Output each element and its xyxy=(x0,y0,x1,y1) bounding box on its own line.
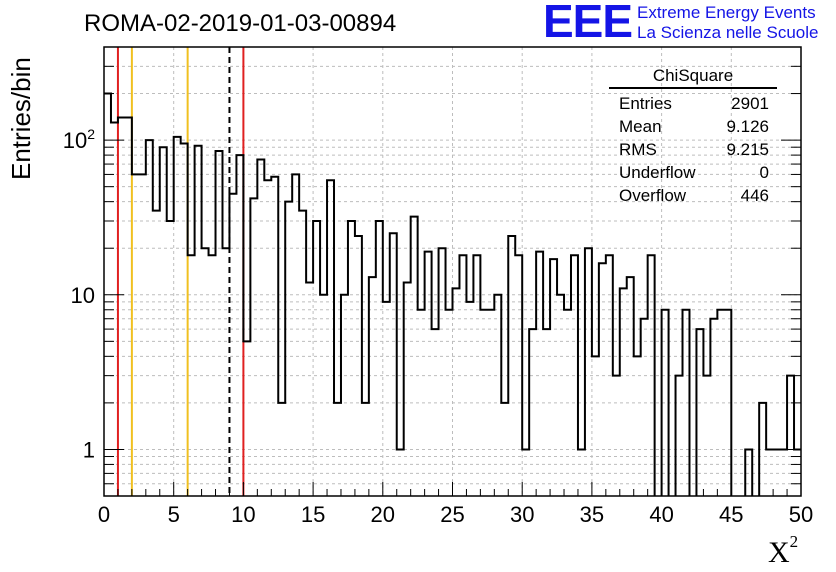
y-axis-label: Entries/bin xyxy=(6,57,36,180)
x-tick-labels: 0 5 10 15 20 25 30 35 40 45 50 xyxy=(98,502,813,527)
stats-value: 9.215 xyxy=(726,140,769,159)
x-tick-label: 0 xyxy=(98,502,110,527)
stats-label: Overflow xyxy=(619,186,687,205)
x-tick-label: 15 xyxy=(301,502,325,527)
x-tick-label: 10 xyxy=(231,502,255,527)
stats-box: ChiSquare Entries 2901 Mean 9.126 RMS 9.… xyxy=(609,66,777,207)
y-tick-label: 102 xyxy=(63,126,95,153)
stats-label: Entries xyxy=(619,94,672,113)
x-axis-label-superscript: 2 xyxy=(789,532,799,551)
logo-line-1: Extreme Energy Events xyxy=(637,3,816,22)
stats-label: Mean xyxy=(619,117,662,136)
stats-row-rms: RMS 9.215 xyxy=(609,138,777,161)
x-tick-label: 25 xyxy=(440,502,464,527)
stats-value: 9.126 xyxy=(726,117,769,136)
axis-ticks xyxy=(103,46,802,497)
stats-row-entries: Entries 2901 xyxy=(609,92,777,115)
x-tick-label: 40 xyxy=(649,502,673,527)
x-tick-label: 45 xyxy=(719,502,743,527)
logo-line-2: La Scienza nelle Scuole xyxy=(637,23,819,42)
reference-lines xyxy=(116,47,245,496)
x-axis-label: X2 xyxy=(768,532,798,570)
y-tick-label: 10 xyxy=(71,283,95,308)
stats-value: 0 xyxy=(759,163,769,182)
stats-value: 2901 xyxy=(731,94,769,113)
x-tick-label: 30 xyxy=(510,502,534,527)
stats-label: Underflow xyxy=(619,163,696,182)
x-tick-label: 50 xyxy=(789,502,813,527)
stats-label: RMS xyxy=(619,140,657,159)
stats-box-title: ChiSquare xyxy=(609,66,777,89)
stats-row-mean: Mean 9.126 xyxy=(609,115,777,138)
x-tick-label: 35 xyxy=(580,502,604,527)
x-tick-label: 20 xyxy=(371,502,395,527)
x-tick-label: 5 xyxy=(168,502,180,527)
y-tick-labels: 1 10 102 xyxy=(63,126,95,462)
page-title: ROMA-02-2019-01-03-00894 xyxy=(84,10,397,37)
histogram-outline xyxy=(104,92,801,496)
stats-row-underflow: Underflow 0 xyxy=(609,161,777,184)
y-tick-label: 1 xyxy=(83,437,95,462)
stats-row-overflow: Overflow 446 xyxy=(609,184,777,207)
eee-logo: EEE xyxy=(543,0,633,47)
x-axis-label-base: X xyxy=(768,536,790,569)
stats-value: 446 xyxy=(740,186,769,205)
